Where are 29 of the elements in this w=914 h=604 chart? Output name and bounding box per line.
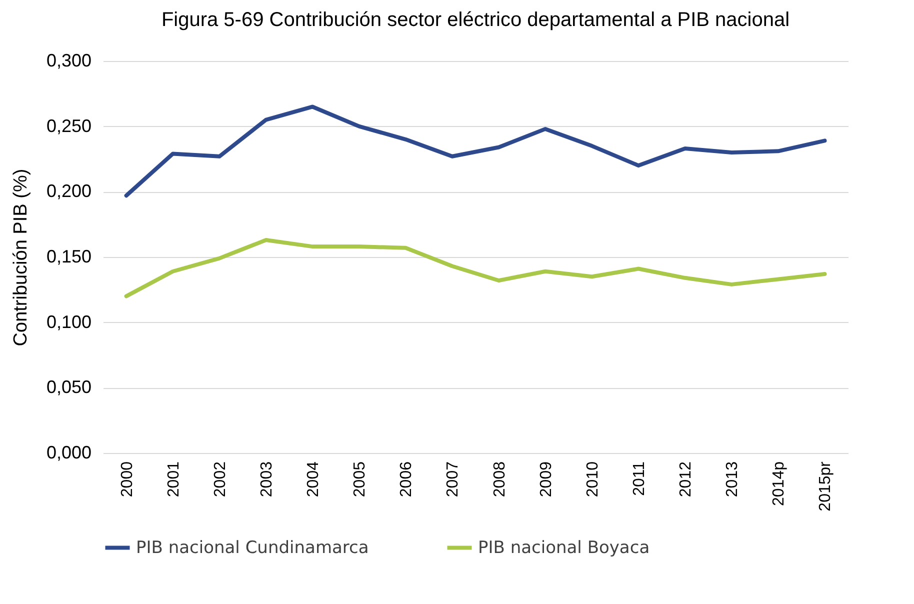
x-tick-label: 2014p: [770, 461, 788, 506]
y-tick-label: 0,300: [46, 50, 92, 70]
x-tick-label: 2012: [678, 461, 695, 498]
x-tick-label: 2004: [305, 461, 322, 498]
legend-label: PIB nacional Cundinamarca: [136, 538, 369, 558]
chart-title: Figura 5-69 Contribución sector eléctrico departamental a PIB nacional: [161, 9, 790, 31]
x-tick-label: 2002: [212, 461, 229, 498]
y-tick-label: 0,200: [46, 181, 92, 202]
y-tick-label: 0,250: [46, 116, 92, 136]
x-tick-label: 2013: [724, 461, 742, 498]
x-tick-label: 2000: [118, 461, 136, 498]
x-tick-label: 2003: [258, 461, 276, 498]
y-tick-label: 0,050: [46, 377, 92, 398]
y-tick-label: 0,150: [46, 246, 92, 266]
y-axis-title: Contribución PIB (%): [10, 168, 32, 346]
x-tick-label: 2005: [352, 461, 369, 498]
x-tick-label: 2008: [491, 461, 508, 498]
line-series: [124, 238, 827, 298]
legend-label: PIB nacional Boyaca: [478, 538, 650, 558]
line-series: [124, 104, 827, 198]
y-tick-label: 0,000: [46, 442, 92, 462]
x-tick-label: 2010: [584, 461, 602, 498]
x-tick-label: 2006: [398, 461, 416, 498]
x-tick-label: 2009: [538, 461, 555, 498]
x-tick-label: 2001: [165, 461, 182, 498]
x-tick-label: 2011: [630, 461, 648, 496]
y-tick-label: 0,100: [46, 312, 92, 332]
x-tick-label: 2015pr: [817, 460, 834, 512]
x-tick-label: 2007: [444, 461, 462, 498]
